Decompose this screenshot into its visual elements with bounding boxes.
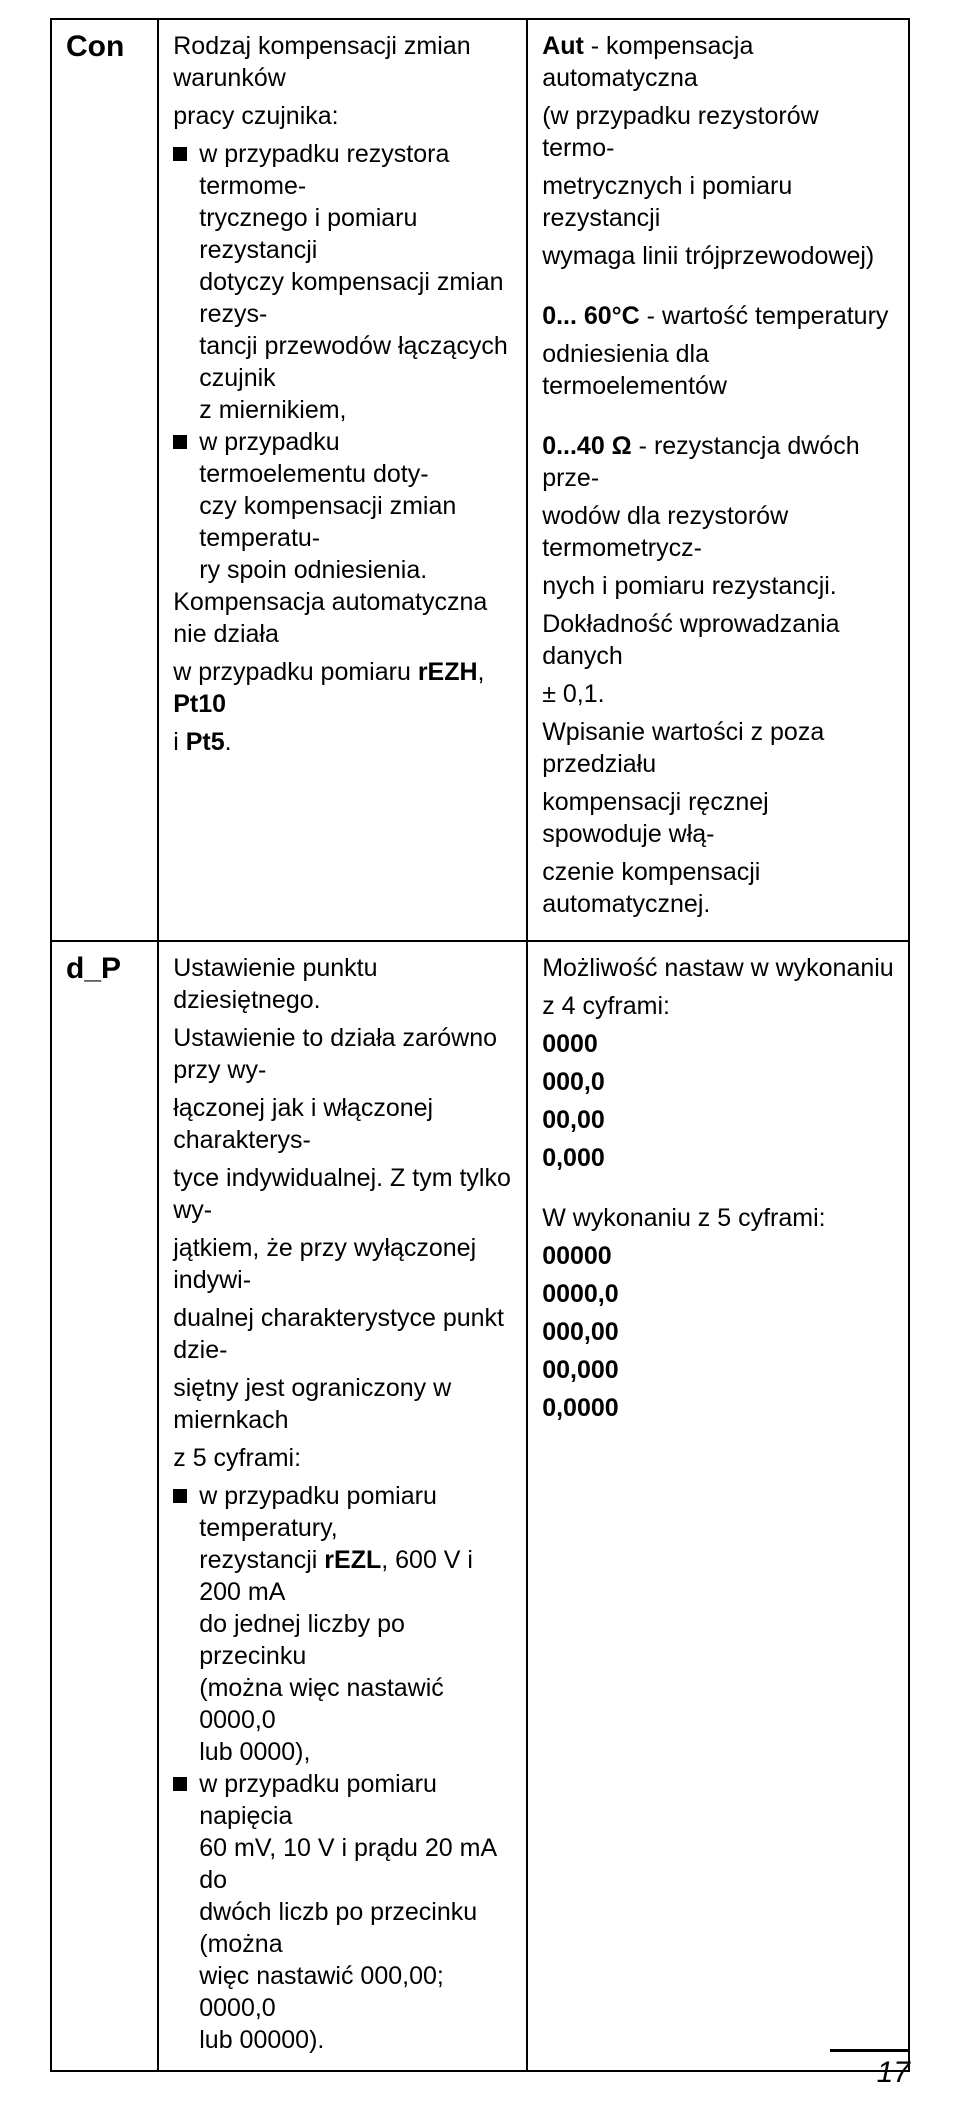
text-line: tancji przewodów łączących czujnik (199, 332, 507, 392)
text-line: W wykonaniu z 5 cyframi: (542, 1202, 894, 1234)
list-item: w przypadku pomiaru temperatury, rezysta… (173, 1480, 512, 1768)
text-line: siętny jest ograniczony w miernkach (173, 1372, 512, 1436)
list-item: w przypadku pomiaru napięcia 60 mV, 10 V… (173, 1768, 512, 2056)
value-option: 0,000 (542, 1142, 894, 1174)
text-span: - wartość temperatury (640, 302, 889, 330)
parameter-table: Con Rodzaj kompensacji zmian warunków pr… (50, 18, 910, 2072)
text-line: czy kompensacji zmian temperatu- (199, 492, 456, 552)
bold-span: 0...40 Ω (542, 432, 632, 460)
text-line: w przypadku pomiaru temperatury, (199, 1482, 437, 1542)
bold-span: rEZH (418, 658, 478, 686)
text-line: tyce indywidualnej. Z tym tylko wy- (173, 1162, 512, 1226)
text-line: odniesienia dla termoelementów (542, 338, 894, 402)
list-item: w przypadku rezystora termome- trycznego… (173, 138, 512, 426)
bold-span: rEZL (324, 1546, 381, 1574)
value-option: 000,0 (542, 1066, 894, 1098)
text-span: w przypadku pomiaru (173, 658, 418, 686)
spacer (542, 278, 894, 300)
table-row: Con Rodzaj kompensacji zmian warunków pr… (51, 19, 909, 941)
text-line: w przypadku pomiaru napięcia (199, 1770, 437, 1830)
text-line: Ustawienie to działa zarówno przy wy- (173, 1022, 512, 1086)
value-option: 0000,0 (542, 1278, 894, 1310)
text-line: kompensacji ręcznej spowoduje włą- (542, 786, 894, 850)
text-line: czenie kompensacji automatycznej. (542, 856, 894, 920)
text-span: rezystancji (199, 1546, 324, 1574)
text-line: w przypadku rezystora termome- (199, 140, 449, 200)
bold-span: Pt10 (173, 690, 226, 718)
value-option: 000,00 (542, 1316, 894, 1348)
value-option: 00,00 (542, 1104, 894, 1136)
bold-span: 0... 60°C (542, 302, 640, 330)
value-option: 0000 (542, 1028, 894, 1060)
list-item: w przypadku termoelementu doty- czy komp… (173, 426, 512, 586)
spacer (542, 1180, 894, 1202)
text-span: . (225, 728, 232, 756)
page-number: 17 (877, 2056, 910, 2090)
text-line: do jednej liczby po przecinku (199, 1610, 405, 1670)
text-line: trycznego i pomiaru rezystancji (199, 204, 417, 264)
text-line: jątkiem, że przy wyłączonej indywi- (173, 1232, 512, 1296)
text-line: lub 00000). (199, 2026, 324, 2054)
text-line: Wpisanie wartości z poza przedziału (542, 716, 894, 780)
spacer (542, 408, 894, 430)
text-line: 0...40 Ω - rezystancja dwóch prze- (542, 430, 894, 494)
code-label-dp: d_P (66, 952, 143, 985)
text-line: dotyczy kompensacji zmian rezys- (199, 268, 503, 328)
cell-description: Ustawienie punktu dziesiętnego. Ustawien… (158, 941, 527, 2071)
text-span: i (173, 728, 186, 756)
text-line: w przypadku pomiaru rEZH, Pt10 (173, 656, 512, 720)
text-line: wodów dla rezystorów termometrycz- (542, 500, 894, 564)
text-line: z 4 cyframi: (542, 990, 894, 1022)
text-line: Aut - kompensacja automatyczna (542, 30, 894, 94)
table-row: d_P Ustawienie punktu dziesiętnego. Usta… (51, 941, 909, 2071)
text-line: 60 mV, 10 V i prądu 20 mA do (199, 1834, 495, 1894)
text-line: w przypadku termoelementu doty- (199, 428, 428, 488)
text-line: lub 0000), (199, 1738, 310, 1766)
bullet-list: w przypadku pomiaru temperatury, rezysta… (173, 1480, 512, 2056)
text-line: Kompensacja automatyczna nie działa (173, 586, 512, 650)
text-line: więc nastawić 000,00; 0000,0 (199, 1962, 444, 2022)
text-line: Rodzaj kompensacji zmian warunków (173, 30, 512, 94)
value-option: 0,0000 (542, 1392, 894, 1424)
text-line: 0... 60°C - wartość temperatury (542, 300, 894, 332)
text-line: z miernikiem, (199, 396, 346, 424)
bold-span: Pt5 (186, 728, 225, 756)
text-line: ± 0,1. (542, 678, 894, 710)
text-line: wymaga linii trójprzewodowej) (542, 240, 894, 272)
text-line: nych i pomiaru rezystancji. (542, 570, 894, 602)
text-line: Dokładność wprowadzania danych (542, 608, 894, 672)
text-line: Ustawienie punktu dziesiętnego. (173, 952, 512, 1016)
text-line: dwóch liczb po przecinku (można (199, 1898, 477, 1958)
cell-code: Con (51, 19, 158, 941)
bold-span: Aut (542, 32, 584, 60)
page: Con Rodzaj kompensacji zmian warunków pr… (0, 0, 960, 2112)
cell-description: Rodzaj kompensacji zmian warunków pracy … (158, 19, 527, 941)
text-line: i Pt5. (173, 726, 512, 758)
text-span: , (478, 658, 485, 686)
value-option: 00,000 (542, 1354, 894, 1386)
text-line: z 5 cyframi: (173, 1442, 512, 1474)
text-line: łączonej jak i włączonej charakterys- (173, 1092, 512, 1156)
code-label-con: Con (66, 30, 143, 63)
text-line: (można więc nastawić 0000,0 (199, 1674, 444, 1734)
text-line: (w przypadku rezystorów termo- (542, 100, 894, 164)
cell-code: d_P (51, 941, 158, 2071)
value-option: 00000 (542, 1240, 894, 1272)
text-line: metrycznych i pomiaru rezystancji (542, 170, 894, 234)
bullet-list: w przypadku rezystora termome- trycznego… (173, 138, 512, 586)
page-number-rule (830, 2049, 910, 2052)
text-line: ry spoin odniesienia. (199, 556, 427, 584)
text-line: pracy czujnika: (173, 100, 512, 132)
text-line: dualnej charakterystyce punkt dzie- (173, 1302, 512, 1366)
cell-values: Możliwość nastaw w wykonaniu z 4 cyframi… (527, 941, 909, 2071)
text-line: Możliwość nastaw w wykonaniu (542, 952, 894, 984)
cell-values: Aut - kompensacja automatyczna (w przypa… (527, 19, 909, 941)
